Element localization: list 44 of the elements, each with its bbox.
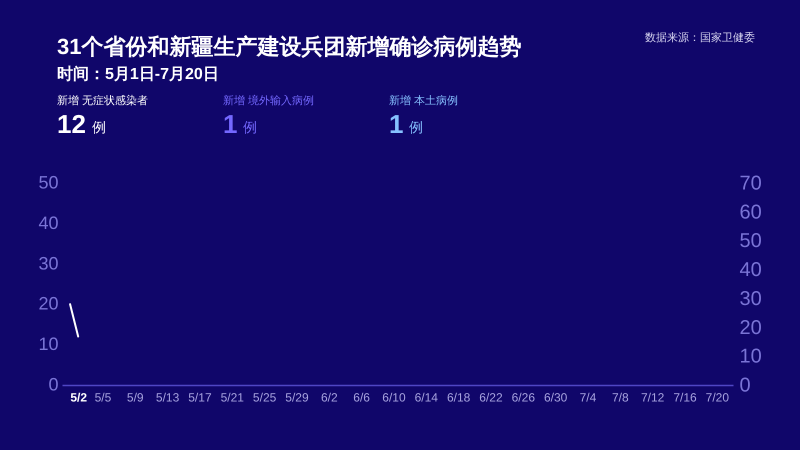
text: 1 例 xyxy=(389,109,423,139)
source-note: 数据来源：国家卫健委 xyxy=(645,31,755,44)
x-tick-label: 6/14 xyxy=(414,390,438,404)
y2-tick-label: 60 xyxy=(740,201,762,224)
chart-title: 31个省份和新疆生产建设兵团新增确诊病例趋势 xyxy=(57,34,522,59)
x-tick-label: 5/25 xyxy=(252,390,277,404)
y-tick-label: 50 xyxy=(38,172,58,192)
y-tick-label: 40 xyxy=(38,212,58,233)
x-tick-label: 7/12 xyxy=(640,390,665,404)
y-tick-label: 10 xyxy=(38,334,58,354)
x-tick-label: 5/29 xyxy=(285,390,309,404)
y2-tick-label: 70 xyxy=(740,172,762,194)
text: 1 例 xyxy=(223,109,257,139)
y2-tick-label: 0 xyxy=(740,374,751,396)
text: 12 例 xyxy=(57,109,106,139)
x-tick-label: 5/13 xyxy=(156,390,180,404)
x-tick-label: 7/16 xyxy=(673,390,697,404)
x-tick-label: 7/4 xyxy=(580,390,597,404)
x-tick-label: 6/26 xyxy=(512,390,536,404)
x-tick-label: 5/17 xyxy=(188,390,212,404)
x-tick-label: 6/30 xyxy=(544,390,568,404)
x-tick-label: 6/22 xyxy=(479,390,503,404)
y-tick-label: 20 xyxy=(38,294,58,314)
x-tick-label: 5/2 xyxy=(70,390,88,404)
x-tick-label: 6/6 xyxy=(353,390,370,404)
legend-label: 新增 本土病例 xyxy=(389,94,458,107)
x-tick-label: 6/2 xyxy=(320,390,338,404)
y2-tick-label: 10 xyxy=(740,346,762,368)
text: 新增 无症状感染者 xyxy=(57,94,148,107)
x-tick-label: 7/20 xyxy=(706,390,730,404)
y2-tick-label: 40 xyxy=(740,259,762,282)
x-tick-label: 5/5 xyxy=(94,390,112,404)
x-tick-label: 6/10 xyxy=(382,390,406,404)
y-tick-label: 0 xyxy=(48,374,58,394)
y2-tick-label: 20 xyxy=(740,316,762,339)
y2-tick-label: 50 xyxy=(740,230,762,252)
x-tick-label: 5/9 xyxy=(126,390,144,404)
legend-label: 新增 境外输入病例 xyxy=(223,94,314,107)
y2-tick-label: 30 xyxy=(740,288,762,310)
chart-subtitle: 时间：5月1日-7月20日 xyxy=(57,65,219,83)
x-tick-label: 5/21 xyxy=(220,390,244,404)
y-tick-label: 30 xyxy=(38,253,58,274)
x-tick-label: 6/18 xyxy=(446,390,471,404)
x-tick-label: 7/8 xyxy=(612,390,629,404)
